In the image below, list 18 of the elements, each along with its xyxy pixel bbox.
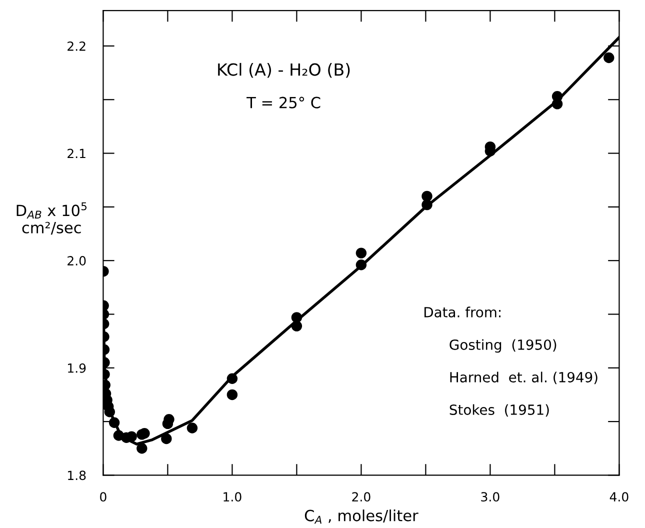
annotation: Gosting (1950) xyxy=(450,339,556,353)
y-tick-label: 2.2 xyxy=(68,41,86,51)
x-tick-label: 2.0 xyxy=(352,492,370,502)
y-tick-label: 2.0 xyxy=(68,256,86,266)
annotation: KCl (A) - H₂O (B) xyxy=(218,62,350,78)
annotation: Harned et. al. (1949) xyxy=(450,372,598,384)
y-tick-label: 2.1 xyxy=(68,148,86,158)
x-tick-label: 0 xyxy=(100,492,106,502)
annotation: Data. from: xyxy=(424,306,500,318)
x-tick-label: 4.0 xyxy=(610,492,628,502)
annotation: T = 25° C xyxy=(246,96,320,108)
x-tick-label: 1.0 xyxy=(224,492,242,502)
x-tick-label: 3.0 xyxy=(481,492,500,502)
y-tick-label: 1.9 xyxy=(68,363,86,373)
y-tick-label: 1.8 xyxy=(68,470,86,480)
x-axis-title: C$_{A}$ , moles/liter xyxy=(304,510,418,524)
annotation: Stokes (1951) xyxy=(450,404,549,417)
y-axis-title: D$_{AB}$ x 10$^{5}$ cm²/sec xyxy=(16,202,87,235)
